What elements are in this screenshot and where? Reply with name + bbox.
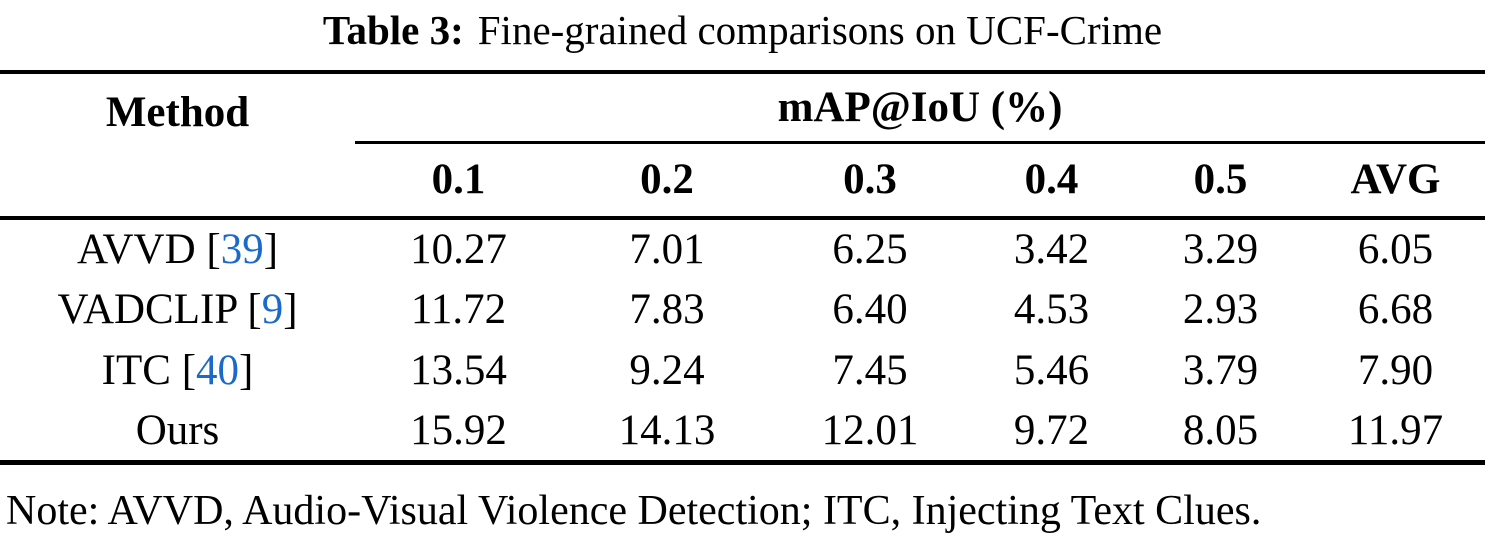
column-header-0.1: 0.1 (355, 142, 562, 220)
citation-link[interactable]: 9 (261, 285, 284, 333)
citation-bracket-open: [ (206, 225, 221, 273)
method-name: ITC (101, 346, 171, 394)
value-cell: 9.72 (1013, 406, 1090, 454)
value-cell: 7.90 (1357, 346, 1434, 394)
value-cell: 10.27 (410, 225, 507, 273)
citation-bracket-open: [ (247, 285, 262, 333)
table-row-vadclip: VADCLIP [9] 11.72 7.83 6.40 4.53 2.93 6.… (0, 279, 1485, 340)
header-row: Method mAP@IoU (%) (0, 72, 1485, 220)
value-cell: 6.05 (1357, 225, 1434, 273)
value-cell: 3.29 (1182, 225, 1259, 273)
method-cell: AVVD [39] (0, 218, 355, 279)
value-cell: 7.45 (832, 346, 908, 394)
results-table: Method mAP@IoU (%) 0.1 0.2 0.3 0.4 0.5 A… (0, 70, 1485, 465)
method-cell: VADCLIP [9] (0, 279, 355, 340)
map-iou-group-header: mAP@IoU (%) (355, 72, 1485, 144)
column-header-0.3: 0.3 (772, 142, 968, 220)
value-cell: 11.97 (1347, 406, 1444, 454)
citation-bracket-open: [ (181, 346, 197, 394)
column-header-0.4: 0.4 (968, 142, 1135, 220)
caption-text: Fine-grained comparisons on UCF-Crime (477, 7, 1163, 53)
table-row-ours: Ours 15.92 14.13 12.01 9.72 8.05 11.97 (0, 401, 1485, 462)
value-cell: 6.68 (1357, 285, 1434, 333)
value-cell: 8.05 (1182, 406, 1259, 454)
value-cell: 7.83 (629, 285, 705, 333)
table-row-itc: ITC [40] 13.54 9.24 7.45 5.46 3.79 7.90 (0, 340, 1485, 401)
value-cell: 7.01 (629, 225, 705, 273)
method-cell: Ours (0, 401, 355, 462)
citation-link[interactable]: 39 (220, 225, 264, 273)
value-cell: 9.24 (629, 346, 705, 394)
value-cell: 5.46 (1013, 346, 1090, 394)
value-cell: 11.72 (410, 285, 507, 333)
citation-link[interactable]: 40 (196, 346, 240, 394)
value-cell: 2.93 (1182, 285, 1259, 333)
method-cell: ITC [40] (0, 340, 355, 401)
value-cell: 12.01 (821, 406, 919, 454)
value-cell: 15.92 (410, 406, 507, 454)
column-header-0.5: 0.5 (1135, 142, 1306, 220)
table-row-avvd: AVVD [39] 10.27 7.01 6.25 3.42 3.29 6.05 (0, 218, 1485, 279)
citation-bracket-close: ] (283, 285, 298, 333)
value-cell: 3.79 (1182, 346, 1259, 394)
value-cell: 14.13 (618, 406, 716, 454)
value-cell: 6.25 (832, 225, 908, 273)
citation-bracket-close: ] (239, 346, 254, 394)
value-cell: 3.42 (1013, 225, 1090, 273)
method-name: AVVD (76, 225, 196, 273)
citation-bracket-close: ] (263, 225, 279, 273)
value-cell: 4.53 (1013, 285, 1090, 333)
caption-label: Table 3: (322, 7, 464, 53)
column-header-0.2: 0.2 (562, 142, 772, 220)
table-note: Note: AVVD, Audio-Visual Violence Detect… (6, 487, 1262, 534)
column-header-avg: AVG (1306, 142, 1485, 220)
value-cell: 6.40 (832, 285, 908, 333)
method-name: Ours (135, 406, 220, 454)
value-cell: 13.54 (410, 346, 507, 394)
subheader-row: 0.1 0.2 0.3 0.4 0.5 AVG (0, 142, 1485, 220)
table-caption: Table 3: Fine-grained comparisons on UCF… (0, 0, 1485, 70)
method-column-header: Method (0, 72, 355, 220)
method-name: VADCLIP (57, 285, 237, 333)
